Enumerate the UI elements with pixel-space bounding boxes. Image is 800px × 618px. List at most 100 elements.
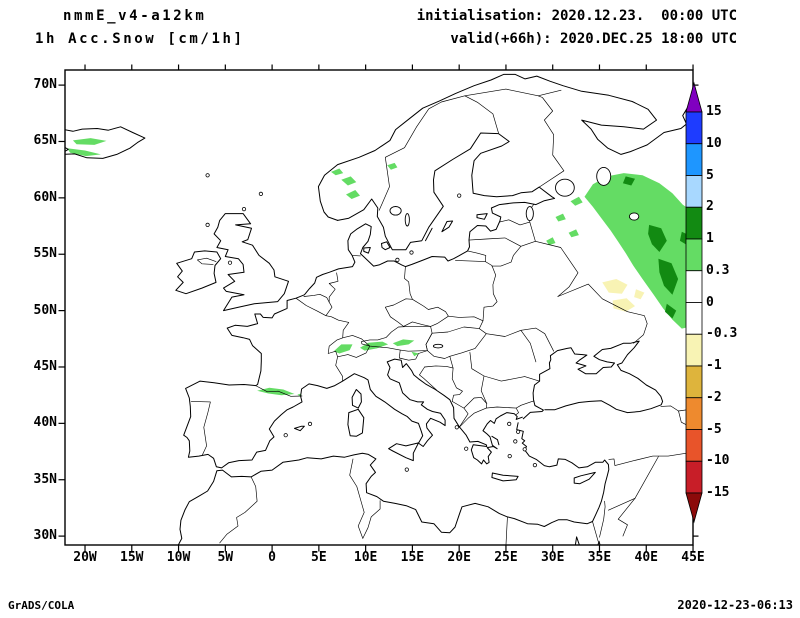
snow-area-fill bbox=[665, 303, 677, 319]
snow-area-fill bbox=[333, 344, 353, 354]
country-border bbox=[505, 517, 508, 545]
island bbox=[507, 421, 512, 426]
lat-tick-label: 30N bbox=[33, 528, 57, 544]
snow-area-fill bbox=[648, 224, 667, 252]
snow-area-fill bbox=[67, 148, 101, 157]
colorbar-cell bbox=[685, 302, 703, 335]
country-border bbox=[478, 320, 484, 329]
colorbar-tick-label: 15 bbox=[706, 104, 722, 119]
lon-tick-label: 35E bbox=[587, 550, 612, 565]
initialisation-time: initialisation: 2020.12.23. 00:00 UTC bbox=[416, 8, 737, 24]
lat-tick-label: 45N bbox=[33, 358, 57, 374]
country-border bbox=[419, 366, 438, 391]
snow-area-fill bbox=[584, 173, 693, 329]
country-border bbox=[404, 266, 413, 300]
colorbar-tick-label: 10 bbox=[706, 135, 722, 151]
country-border bbox=[529, 221, 536, 242]
negative-area-fill bbox=[602, 279, 628, 294]
negative-area-fill bbox=[634, 289, 645, 300]
island bbox=[205, 173, 210, 178]
colorbar-cell bbox=[685, 206, 703, 240]
coastline bbox=[573, 471, 596, 485]
colorbar-cell bbox=[685, 238, 703, 272]
country-border bbox=[608, 497, 636, 511]
country-border bbox=[617, 497, 636, 537]
lon-tick-label: 45E bbox=[681, 550, 705, 565]
lon-tick-label: 10E bbox=[353, 550, 378, 565]
country-border bbox=[537, 89, 565, 188]
colorbar-tick-label: 2 bbox=[706, 199, 714, 215]
colorbar-tick-label: 0 bbox=[706, 294, 714, 310]
island bbox=[507, 453, 512, 459]
coastline bbox=[388, 442, 419, 462]
island bbox=[457, 193, 462, 198]
country-border bbox=[634, 456, 659, 499]
colorbar-tick-label: -2 bbox=[706, 389, 722, 405]
lake bbox=[555, 178, 575, 197]
colorbar-tick-label: -10 bbox=[706, 453, 730, 469]
lon-tick-label: 0 bbox=[268, 550, 276, 565]
country-border bbox=[520, 329, 537, 363]
snow-area-fill bbox=[72, 138, 107, 145]
colorbar-tick-label: -1 bbox=[706, 358, 722, 373]
lon-tick-label: 30E bbox=[540, 550, 565, 565]
country-border bbox=[328, 272, 339, 303]
lon-tick-label: 20W bbox=[73, 550, 97, 565]
snow-area-fill bbox=[546, 237, 556, 246]
colorbar-arrow-bottom bbox=[685, 492, 703, 524]
lake bbox=[389, 206, 402, 216]
coastline bbox=[213, 213, 289, 312]
country-border bbox=[592, 521, 599, 542]
lon-tick-label: 25E bbox=[494, 550, 518, 565]
snow-shading-layer bbox=[67, 138, 693, 397]
lake bbox=[525, 206, 534, 222]
negative-area-fill bbox=[612, 298, 635, 312]
lake bbox=[404, 213, 410, 227]
country-border bbox=[424, 365, 454, 369]
colorbar-cell bbox=[685, 143, 703, 176]
country-border bbox=[190, 401, 211, 456]
coastline bbox=[491, 435, 500, 446]
island bbox=[241, 207, 247, 212]
island bbox=[454, 425, 459, 430]
country-border bbox=[468, 237, 536, 247]
colorbar-tick-label: -5 bbox=[706, 421, 722, 437]
country-border bbox=[451, 401, 469, 428]
snow-area-fill bbox=[387, 162, 398, 170]
country-borders-layer bbox=[190, 88, 693, 545]
lake bbox=[628, 212, 640, 221]
snow-area-fill bbox=[392, 339, 415, 347]
lat-tick-label: 40N bbox=[33, 415, 57, 431]
country-border bbox=[467, 250, 487, 262]
country-border bbox=[378, 95, 466, 211]
country-border bbox=[219, 476, 258, 544]
coastline bbox=[425, 227, 433, 242]
island bbox=[522, 447, 527, 452]
snow-area-fill bbox=[331, 168, 344, 176]
country-border bbox=[463, 397, 535, 409]
country-border bbox=[255, 385, 303, 397]
island bbox=[515, 429, 521, 434]
axis-ticks-layer bbox=[58, 64, 699, 552]
lake bbox=[596, 166, 612, 186]
colorbar-tick-label: 5 bbox=[706, 167, 714, 183]
island bbox=[258, 191, 263, 196]
country-border bbox=[515, 407, 519, 416]
colorbar-cell bbox=[685, 460, 703, 494]
country-border bbox=[349, 458, 365, 539]
colorbar-tick-label: 0.3 bbox=[706, 262, 730, 278]
lat-tick-label: 65N bbox=[33, 133, 57, 149]
creation-timestamp: 2020-12-23-06:13 bbox=[677, 598, 793, 612]
country-border bbox=[599, 500, 606, 538]
model-name: nmmE_v4-a12km bbox=[63, 8, 207, 24]
colorbar-cell bbox=[685, 333, 703, 367]
island bbox=[395, 257, 400, 262]
island bbox=[227, 260, 233, 265]
snow-area-fill bbox=[341, 176, 357, 186]
colorbar-cell bbox=[685, 175, 703, 208]
colorbar-arrow-top bbox=[685, 81, 703, 113]
snow-area-fill bbox=[346, 190, 360, 199]
coastline bbox=[363, 247, 371, 254]
